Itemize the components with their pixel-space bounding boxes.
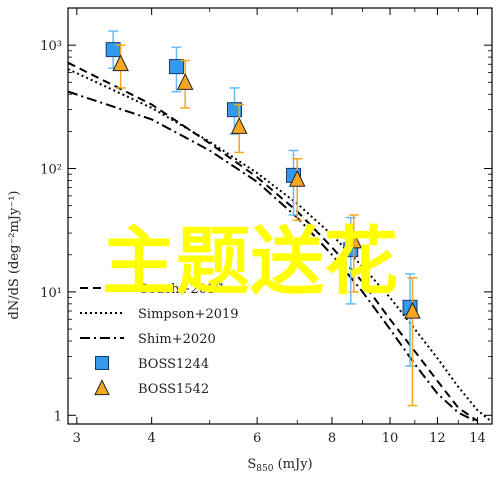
legend-label: BOSS1542 xyxy=(138,382,209,397)
y-axis-title: dN/dS (deg⁻²mJy⁻¹) xyxy=(7,191,22,320)
series-line-geach-2017 xyxy=(68,61,479,422)
axes-frame xyxy=(67,7,493,425)
data-point-boss1542 xyxy=(288,169,306,187)
x-tick-label: 10 xyxy=(382,431,399,446)
data-point-boss1542 xyxy=(230,117,248,134)
y-tick-label: 10¹ xyxy=(40,286,62,301)
x-tick-label: 8 xyxy=(328,431,336,446)
y-tick-label: 10² xyxy=(40,163,62,178)
data-point-boss1542 xyxy=(112,54,129,72)
series-line-simpson-2019 xyxy=(68,68,492,423)
data-point-boss1542 xyxy=(176,73,194,90)
data-point-boss1542 xyxy=(404,301,421,319)
x-axis-title: S850 (mJy) xyxy=(247,457,312,474)
data-point-boss1244 xyxy=(168,59,184,75)
plot-area: 3 4 6 8 10 12 14 1 10¹ 10² 10³ Geach+2017 Simpson+20… xyxy=(40,7,493,446)
data-point-boss1542 xyxy=(345,231,363,249)
x-tick-label: 4 xyxy=(148,431,156,446)
data-point-boss1244 xyxy=(226,102,242,118)
x-tick-label: 12 xyxy=(429,431,446,446)
x-tick-label: 3 xyxy=(73,431,81,446)
legend-label: Simpson+2019 xyxy=(138,307,239,322)
series-line-shim-2020 xyxy=(68,90,478,423)
legend-label: BOSS1244 xyxy=(138,357,209,372)
legend-triangle-marker xyxy=(94,379,110,396)
x-axis-title-subscript: 850 xyxy=(256,464,273,474)
x-tick-label: 14 xyxy=(469,431,486,446)
legend-label: Geach+2017 xyxy=(138,282,223,297)
y-tick-label: 10³ xyxy=(40,39,62,54)
x-axis-title-main: S xyxy=(247,457,256,472)
y-tick-label: 1 xyxy=(54,409,62,424)
x-axis-title-unit: (mJy) xyxy=(273,457,312,472)
x-tick-label: 6 xyxy=(253,431,261,446)
legend-square-marker xyxy=(95,356,109,370)
legend: Geach+2017 Simpson+2019 Shim+2020 BOSS1244 B… xyxy=(80,282,239,397)
legend-label: Shim+2020 xyxy=(138,332,216,347)
overlay-watermark-text: 主题送花 xyxy=(102,219,398,305)
